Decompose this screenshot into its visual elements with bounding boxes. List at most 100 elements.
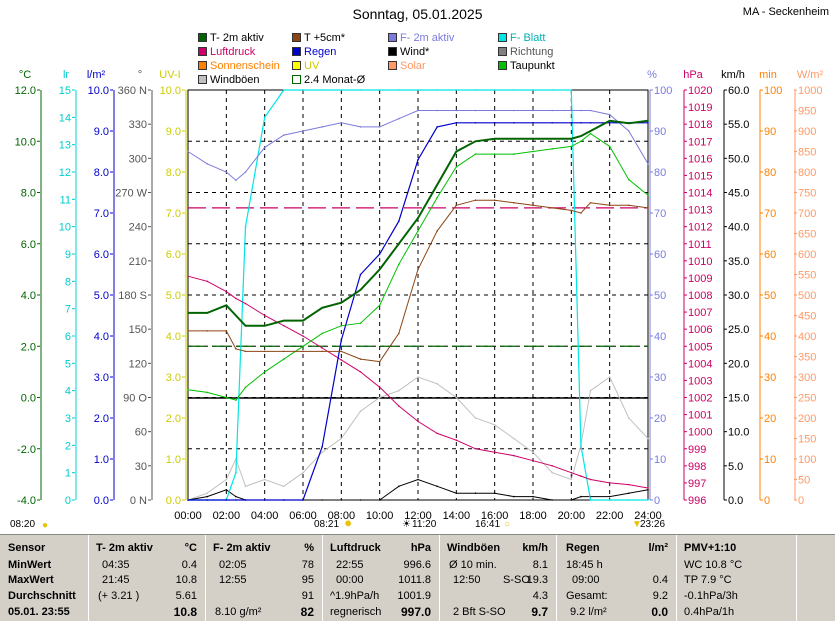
legend-label: Regen — [304, 46, 337, 58]
point-t-2m-aktiv — [580, 135, 582, 137]
point-taupunkt — [225, 396, 228, 399]
tick-label-dir: 60 — [135, 427, 147, 439]
point-f-2m-aktiv — [263, 146, 266, 149]
point-t-5cm — [589, 201, 592, 204]
unit-humidity: % — [304, 542, 314, 554]
chart-title: Sonntag, 05.01.2025 — [352, 6, 483, 22]
point-windb-en — [378, 396, 381, 399]
point-wind — [455, 492, 458, 494]
legend-item-wind: Wind* — [388, 45, 429, 59]
point-wind — [570, 499, 573, 501]
point-taupunkt — [321, 332, 323, 335]
point-regen — [417, 158, 419, 161]
point-luftdruck — [493, 451, 496, 453]
point-taupunkt — [455, 166, 458, 168]
press-3h: -0.1hPa/3h — [684, 590, 738, 602]
gust-avg-label: Ø 10 min. — [449, 559, 497, 571]
point-f-2m-aktiv — [302, 130, 304, 132]
point-regen — [493, 122, 496, 124]
point-taupunkt — [235, 399, 237, 401]
moonset-label: 23:26 — [640, 519, 666, 530]
point-t-2m-aktiv — [493, 137, 496, 140]
point-regen — [589, 122, 592, 124]
time-tick-label: 02:00 — [213, 510, 241, 522]
legend-swatch — [198, 75, 207, 84]
press-1h: 0.4hPa/1h — [684, 606, 735, 618]
point-t-2m-aktiv — [436, 184, 438, 186]
point-f-blatt — [263, 116, 266, 119]
point-f-blatt — [493, 89, 496, 91]
tick-label-temp: 12.0 — [15, 85, 36, 97]
point-wind — [321, 499, 323, 501]
series-t-5cm — [188, 199, 649, 363]
summary-table: Sensor MinWert MaxWert Durchschnitt 05.0… — [0, 534, 835, 621]
point-t-5cm — [340, 350, 343, 353]
tick-label-press: 1009 — [688, 273, 712, 285]
tick-label-press: 1006 — [688, 324, 712, 336]
point-luftdruck — [398, 405, 400, 407]
point-f-2m-aktiv — [225, 171, 228, 173]
tick-label-dir: 360 N — [118, 85, 147, 97]
tick-label-wind: 35.0 — [728, 256, 749, 268]
point-f-blatt — [436, 89, 438, 91]
point-regen — [551, 122, 553, 124]
legend-item-t-2m-aktiv: T- 2m aktiv — [198, 31, 264, 45]
point-f-2m-aktiv — [436, 109, 438, 112]
point-f-2m-aktiv — [551, 109, 553, 112]
hum-avg: 91 — [301, 590, 314, 602]
point-windb-en — [398, 389, 400, 392]
tick-label-min: 90 — [764, 126, 776, 138]
hum-current: 82 — [300, 605, 314, 619]
point-t-2m-aktiv — [302, 319, 304, 322]
point-t-5cm — [235, 348, 237, 350]
tick-label-min: 20 — [764, 413, 776, 425]
point-luftdruck — [263, 314, 266, 317]
unit-rain: l/m² — [648, 542, 668, 554]
point-windb-en — [340, 437, 343, 440]
point-f-2m-aktiv — [589, 109, 592, 112]
point-taupunkt — [187, 389, 189, 391]
point-t-5cm — [493, 199, 496, 201]
point-t-5cm — [532, 204, 534, 207]
tick-label-uv: 6.0 — [166, 249, 181, 261]
tick-label-rain: 8.0 — [94, 167, 109, 179]
tick-label-solar: 400 — [798, 331, 816, 343]
point-windb-en — [532, 451, 534, 453]
legend-item-windb-en: Windböen — [198, 73, 260, 87]
legend-swatch — [388, 47, 397, 56]
tick-label-rain: 10.0 — [88, 85, 109, 97]
point-f-2m-aktiv — [340, 122, 343, 124]
legend-swatch — [198, 33, 207, 42]
rain-day: 9.2 l/m² — [570, 606, 607, 618]
hum-min-time: 02:05 — [219, 559, 247, 571]
point-windb-en — [263, 478, 266, 481]
point-f-blatt — [283, 89, 285, 91]
legend-item-regen: Regen — [292, 45, 336, 59]
time-tick-label: 16:00 — [481, 510, 509, 522]
point-windb-en — [628, 417, 630, 419]
point-luftdruck — [187, 275, 189, 278]
tick-label-lr: 4 — [65, 386, 71, 398]
point-taupunkt — [551, 148, 553, 150]
legend-label: Windböen — [210, 74, 260, 86]
point-t-2m-aktiv — [628, 122, 630, 125]
legend-label: Solar — [400, 60, 426, 72]
point-t-2m-aktiv — [608, 119, 611, 122]
axis-press: hPa 1020 1019 1018 1017 1016 1015 1014 1013 1012 1… — [683, 69, 712, 507]
point-taupunkt — [608, 145, 611, 148]
tick-label-dir: 90 O — [123, 393, 147, 405]
tick-label-solar: 1000 — [798, 85, 822, 97]
tick-label-lr: 3 — [65, 413, 71, 425]
tick-label-press: 1011 — [688, 239, 712, 251]
point-taupunkt — [570, 145, 573, 148]
point-windb-en — [436, 383, 438, 385]
tick-label-press: 1015 — [688, 170, 712, 182]
rain-max-time: 09:00 — [572, 574, 600, 586]
point-windb-en — [589, 389, 592, 392]
tick-label-lr: 13 — [59, 140, 71, 152]
header-pmv: PMV+1:10 — [684, 542, 737, 554]
tick-label-solar: 350 — [798, 352, 816, 364]
point-windb-en — [474, 417, 477, 419]
point-f-blatt — [417, 89, 419, 91]
point-t-5cm — [628, 204, 630, 207]
